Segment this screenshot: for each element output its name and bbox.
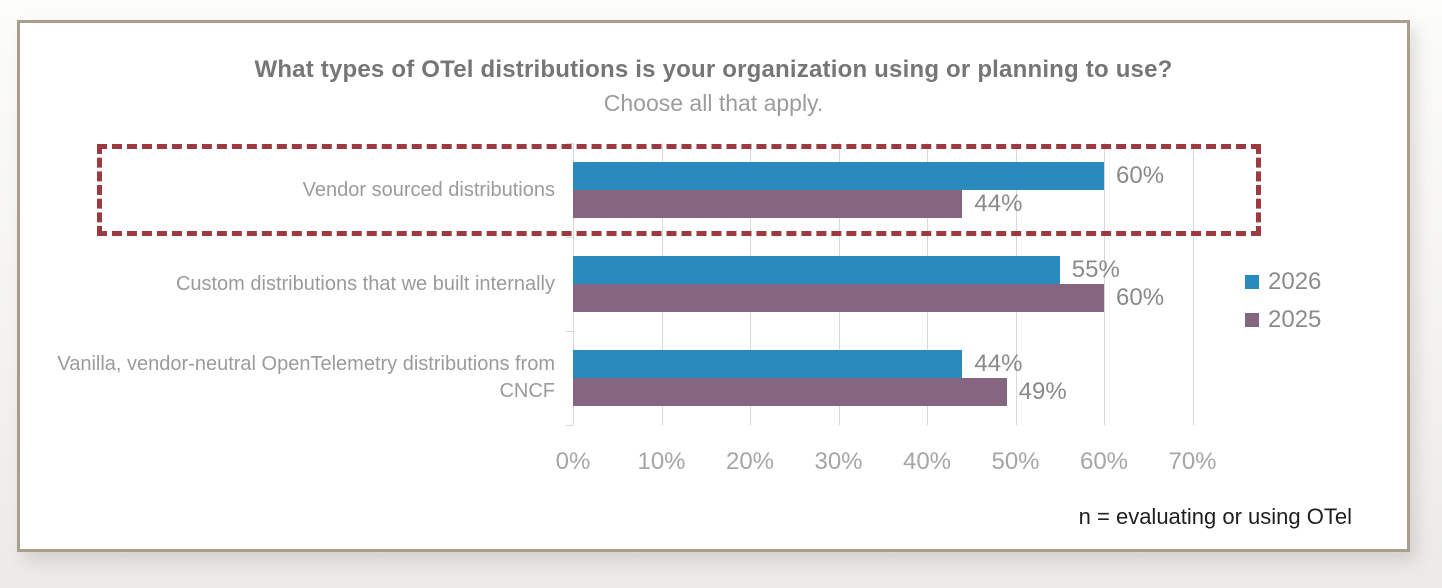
- bar-2026: [573, 350, 963, 378]
- category-axis-tick: [566, 143, 573, 144]
- category-axis-tick: [566, 237, 573, 238]
- footnote: n = evaluating or using OTel: [1078, 504, 1352, 529]
- legend-label: 2026: [1268, 268, 1322, 295]
- legend-label: 2025: [1268, 306, 1322, 333]
- bar-2025: [573, 190, 963, 218]
- value-label: 60%: [1116, 284, 1165, 311]
- legend-item: 2026: [1245, 268, 1321, 296]
- highlight-dashed-box: [97, 144, 1261, 236]
- x-axis-tick-label: 30%: [814, 448, 863, 475]
- legend-swatch-2025: [1245, 313, 1259, 327]
- chart-subtitle: Choose all that apply.: [603, 90, 824, 116]
- x-axis-tick-label: 60%: [1079, 448, 1129, 475]
- category-axis-tick: [566, 425, 573, 426]
- category-label: Vendor sourced distributions: [302, 178, 555, 201]
- value-label: 44%: [974, 350, 1023, 377]
- legend-item: 2025: [1245, 306, 1321, 334]
- bar-2025: [573, 378, 1007, 406]
- value-label: 55%: [1071, 256, 1120, 283]
- category-axis-tick: [566, 331, 573, 332]
- slide-frame: What types of OTel distributions is your…: [17, 20, 1410, 552]
- value-label: 44%: [974, 190, 1023, 217]
- category-label: Custom distributions that we built inter…: [175, 272, 555, 295]
- x-axis-tick-label: 10%: [637, 448, 686, 475]
- legend-swatch-2026: [1245, 275, 1259, 289]
- x-axis-tick-label: 20%: [725, 448, 775, 475]
- value-label: 60%: [1116, 162, 1165, 189]
- value-label: 49%: [1018, 378, 1067, 405]
- bar-2026: [573, 162, 1104, 190]
- x-axis-tick-label: 70%: [1168, 448, 1217, 475]
- gridline: [1192, 143, 1194, 425]
- bar-2025: [573, 284, 1104, 312]
- title-block: What types of OTel distributions is your…: [20, 56, 1407, 117]
- x-axis-tick-label: 0%: [555, 448, 591, 475]
- category-label: Vanilla, vendor-neutral OpenTelemetry di…: [57, 353, 555, 402]
- plot-area: 0% 10% 20% 30% 40% 50% 60% 70% Vendor sourced di…: [20, 23, 1407, 549]
- chart-title: What types of OTel distributions is your…: [254, 56, 1173, 83]
- x-axis-tick-label: 40%: [902, 448, 952, 475]
- bar-2026: [573, 256, 1060, 284]
- gridline: [1104, 143, 1105, 425]
- x-axis-tick-label: 50%: [991, 448, 1040, 475]
